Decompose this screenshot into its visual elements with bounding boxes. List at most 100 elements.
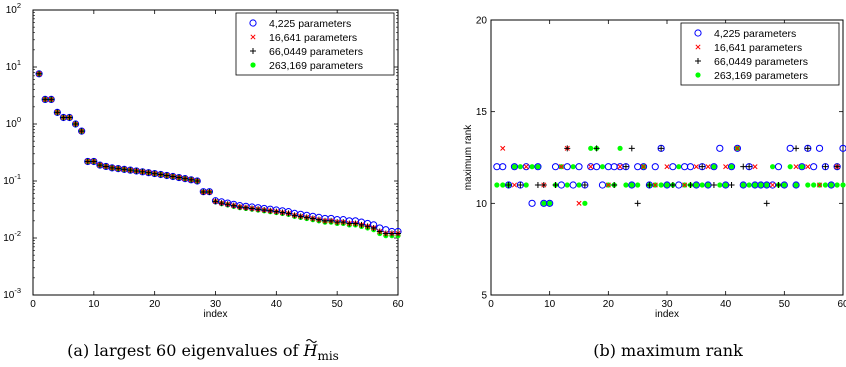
- b-point-dot: [834, 182, 840, 188]
- b-point-x: [682, 182, 688, 188]
- a-point-plus: [36, 70, 43, 77]
- b-point-circle: [575, 163, 583, 171]
- a-point-plus: [96, 162, 103, 169]
- b-x-tick-label: 50: [779, 299, 791, 310]
- b-point-circle: [821, 163, 830, 171]
- b-point-dot: [523, 182, 529, 188]
- b-point-circle: [581, 181, 589, 189]
- a-x-tick-label: 30: [210, 299, 222, 310]
- b-point-x: [793, 164, 799, 170]
- caption-b: (b) maximum rank: [593, 341, 743, 360]
- a-point-plus: [48, 96, 55, 103]
- b-point-circle: [505, 181, 513, 189]
- a-point-plus: [291, 212, 298, 219]
- b-point-dot: [822, 182, 829, 188]
- b-point-circle: [686, 163, 695, 171]
- b-point-dot: [617, 145, 623, 151]
- b-point-circle: [833, 163, 841, 171]
- b-point-plus: [834, 163, 841, 170]
- b-point-circle: [698, 163, 706, 171]
- a-point-plus: [194, 178, 201, 184]
- a-point-plus: [109, 164, 116, 171]
- b-y-tick-label: 20: [476, 16, 488, 27]
- b-point-circle: [827, 181, 835, 189]
- b-point-plus: [822, 163, 829, 170]
- caption-a: (a) largest 60 eigenvalues of Hmis: [67, 341, 339, 363]
- a-point-plus: [370, 224, 377, 231]
- b-point-plus: [517, 182, 524, 188]
- b-point-circle: [804, 144, 812, 152]
- b-point-dot: [699, 182, 705, 188]
- b-point-plus: [534, 182, 541, 188]
- a-point-plus: [328, 217, 335, 224]
- b-point-x: [816, 182, 823, 188]
- a-point-plus: [340, 219, 347, 226]
- b-point-circle: [739, 181, 747, 189]
- b-point-plus: [622, 163, 629, 170]
- b-point-dot: [511, 164, 518, 170]
- b-point-circle: [534, 163, 542, 171]
- a-point-plus: [334, 219, 341, 226]
- b-point-x: [770, 182, 776, 188]
- b-point-dot: [711, 164, 717, 170]
- a-point-plus: [236, 203, 243, 210]
- b-point-circle: [598, 181, 607, 189]
- b-point-dot: [676, 164, 682, 170]
- b-point-circle: [651, 163, 659, 171]
- a-point-plus: [395, 230, 401, 237]
- b-legend-box: [680, 22, 840, 86]
- a-point-plus: [352, 220, 359, 227]
- b-point-x: [576, 200, 582, 206]
- b-point-x: [664, 164, 670, 170]
- b-point-x: [523, 164, 529, 170]
- b-point-circle: [593, 163, 601, 171]
- b-point-circle: [622, 163, 630, 171]
- a-point-plus: [176, 174, 182, 181]
- b-point-dot: [629, 182, 635, 188]
- b-point-dot: [576, 182, 582, 188]
- a-point-plus: [303, 214, 310, 221]
- b-point-plus: [611, 182, 618, 188]
- chart-a-legend: 4,225 parameters 16,641 parameters 66,0449…: [235, 12, 395, 76]
- b-point-x: [734, 145, 740, 151]
- chart-b-ticks: 0 10 20 30 40 50 60 5 10 15 20: [476, 16, 846, 311]
- a-x-tick-label: 50: [332, 299, 344, 310]
- a-x-tick-label: 20: [149, 299, 161, 310]
- b-point-dot: [588, 145, 594, 151]
- chart-a-marks: [35, 70, 402, 239]
- a-point-plus: [206, 189, 213, 196]
- b-point-circle: [510, 163, 519, 171]
- a-point-plus: [163, 172, 170, 179]
- b-point-x: [558, 164, 564, 170]
- b-x-tick-label: 20: [603, 299, 615, 310]
- a-point-plus: [285, 210, 292, 217]
- b-point-x: [723, 164, 729, 170]
- b-point-circle: [522, 163, 530, 171]
- b-point-x: [500, 145, 506, 151]
- a-point-plus: [376, 228, 383, 235]
- b-point-circle: [774, 163, 783, 171]
- b-point-x: [605, 182, 611, 188]
- a-point-plus: [218, 200, 225, 207]
- b-point-dot: [599, 164, 606, 170]
- b-point-circle: [499, 163, 507, 171]
- b-legend-marker-plus: [695, 58, 701, 64]
- chart-b-legend: 4,225 parameters 16,641 parameters 66,0449…: [680, 22, 840, 86]
- a-y-tick-label: 101: [6, 58, 21, 73]
- b-point-plus: [634, 200, 641, 207]
- b-point-dot: [740, 182, 746, 188]
- b-point-dot: [529, 164, 535, 170]
- b-point-plus: [746, 163, 753, 170]
- b-point-plus: [793, 145, 800, 152]
- chart-a: 0 10 20 30 40 50 60 10-3 10-2 10-1 100 101 102 4,225…: [3, 1, 404, 320]
- b-point-circle: [563, 163, 571, 171]
- a-legend-entry: 4,225 parameters: [269, 18, 351, 30]
- a-point-plus: [261, 206, 268, 213]
- a-legend-entry: 16,641 parameters: [269, 32, 357, 44]
- b-point-circle: [792, 181, 800, 189]
- b-point-plus: [740, 163, 747, 170]
- b-point-dot: [623, 182, 629, 188]
- b-point-circle: [628, 181, 636, 189]
- a-point-plus: [242, 204, 249, 211]
- b-point-plus: [687, 182, 694, 188]
